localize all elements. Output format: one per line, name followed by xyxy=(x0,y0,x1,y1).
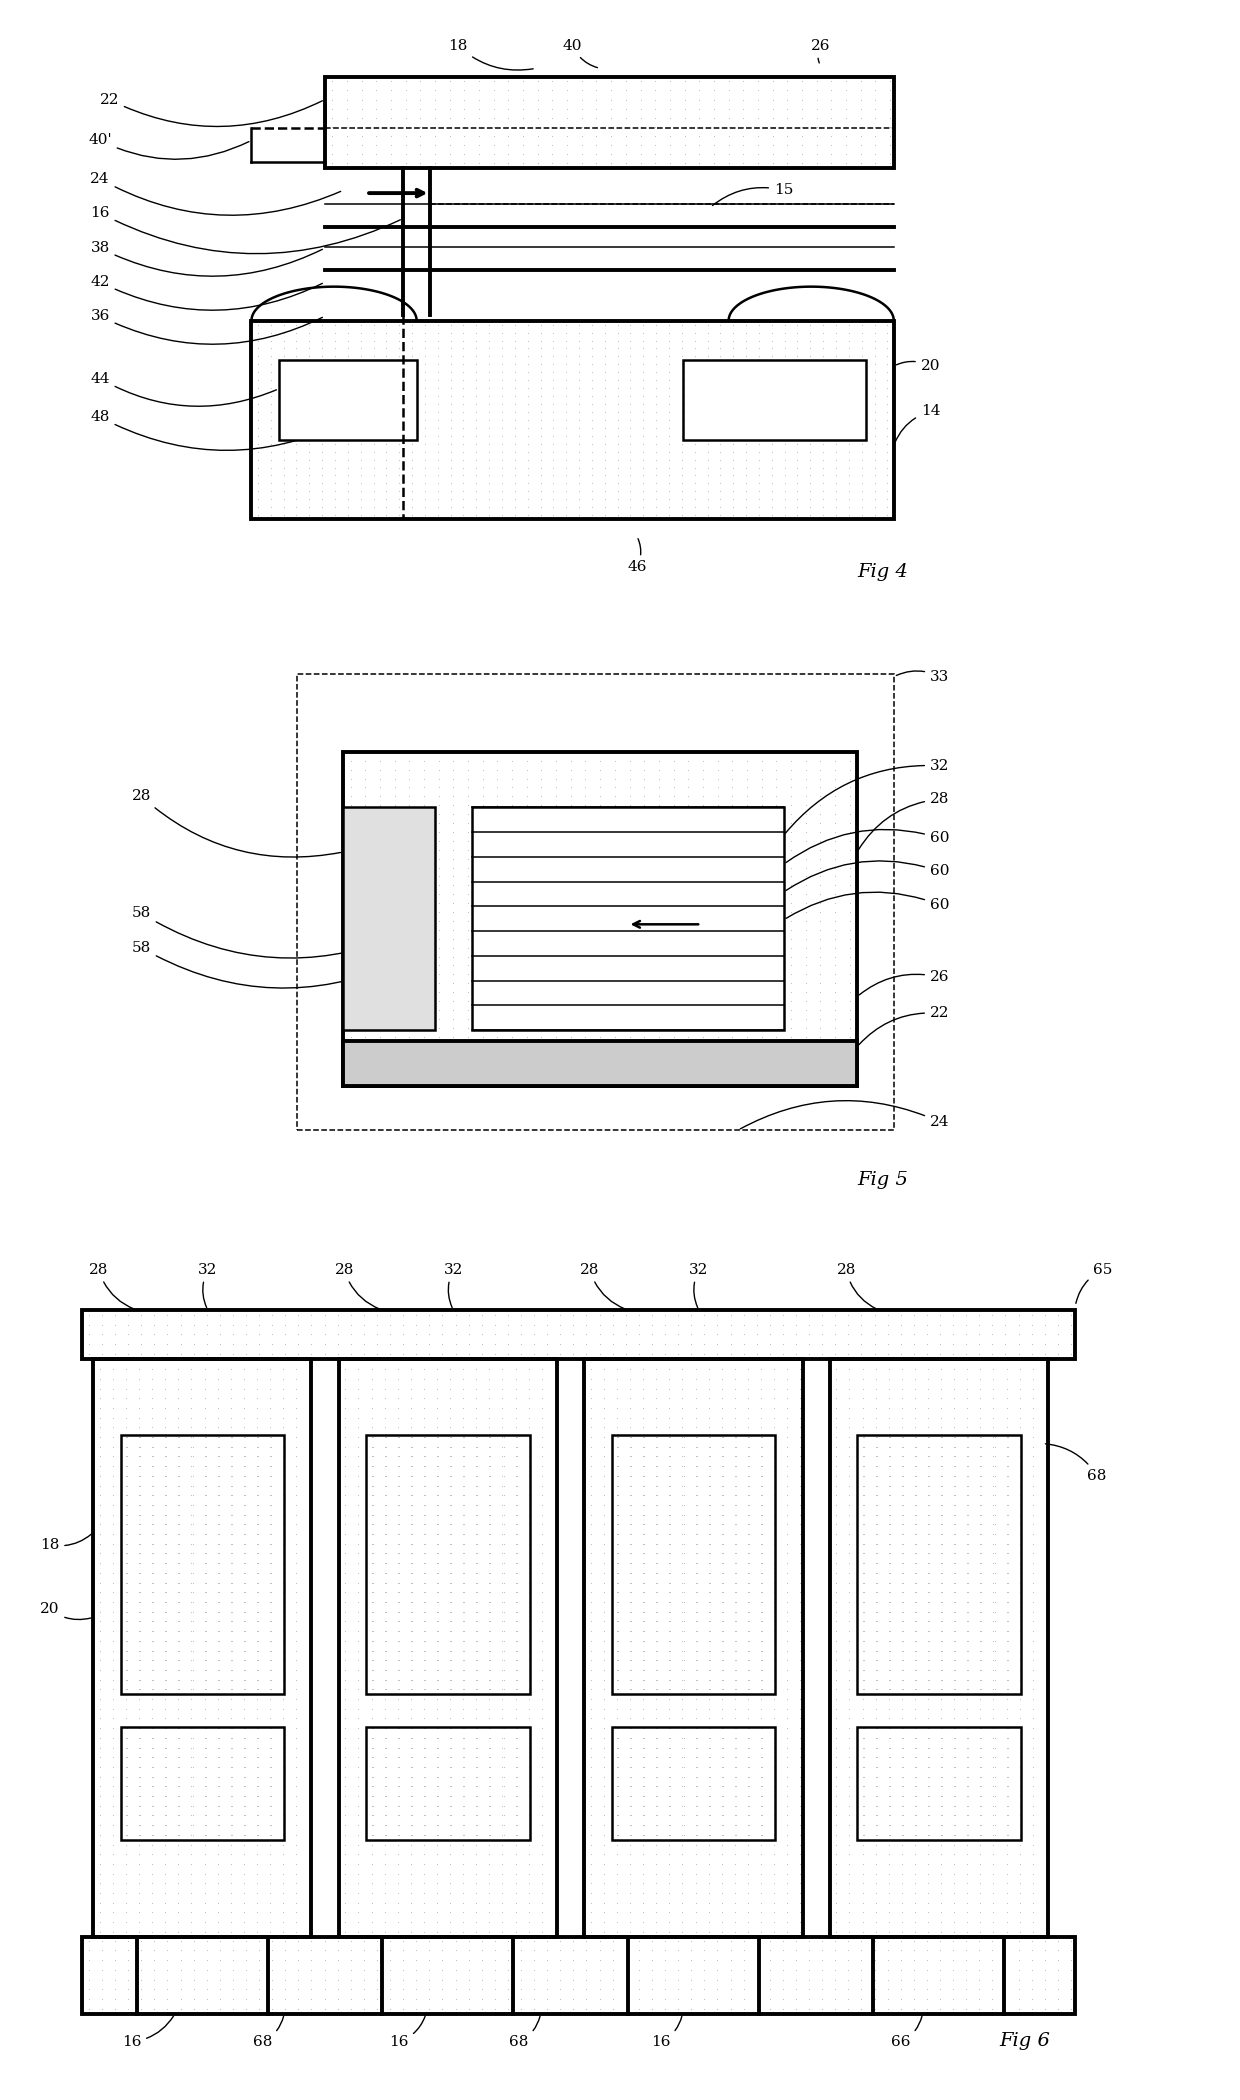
Text: 58: 58 xyxy=(131,907,396,958)
Text: 16: 16 xyxy=(122,2016,174,2050)
Text: 65: 65 xyxy=(1076,1262,1112,1304)
Text: 14: 14 xyxy=(895,405,940,443)
Text: 16: 16 xyxy=(389,2016,425,2050)
Text: 32: 32 xyxy=(198,1262,217,1308)
Text: 26: 26 xyxy=(859,970,950,995)
Text: Fig 4: Fig 4 xyxy=(857,563,908,582)
Text: 24: 24 xyxy=(91,172,341,214)
Text: 22: 22 xyxy=(859,1006,950,1044)
Text: 60: 60 xyxy=(786,892,950,918)
Text: 22: 22 xyxy=(99,92,322,126)
Text: 16: 16 xyxy=(91,206,401,254)
Text: Fig 6: Fig 6 xyxy=(999,2033,1050,2050)
Text: 24: 24 xyxy=(740,1100,950,1130)
Text: 20: 20 xyxy=(40,1602,91,1619)
Bar xyxy=(120,1436,284,1695)
Text: 15: 15 xyxy=(713,183,794,206)
Bar xyxy=(93,1359,311,1936)
Text: 33: 33 xyxy=(897,670,950,685)
Bar xyxy=(120,1726,284,1840)
Bar xyxy=(343,752,857,1086)
Text: 58: 58 xyxy=(131,941,396,989)
Bar xyxy=(857,1436,1021,1695)
Text: 48: 48 xyxy=(91,410,341,449)
Bar xyxy=(279,361,417,439)
Text: 32: 32 xyxy=(689,1262,708,1308)
Bar xyxy=(366,1436,529,1695)
Bar xyxy=(325,78,894,168)
Text: 40: 40 xyxy=(563,38,598,67)
Text: 68: 68 xyxy=(1045,1445,1107,1483)
Text: 44: 44 xyxy=(91,372,277,405)
Text: 28: 28 xyxy=(131,790,341,857)
Text: 18: 18 xyxy=(40,1535,92,1552)
Bar xyxy=(343,806,435,1029)
Text: 18: 18 xyxy=(448,38,533,69)
Text: 68: 68 xyxy=(253,2016,284,2050)
Bar xyxy=(830,1359,1048,1936)
Bar xyxy=(298,674,894,1130)
Text: 60: 60 xyxy=(786,861,950,890)
Text: 68: 68 xyxy=(510,2016,541,2050)
Bar xyxy=(82,1936,1075,2014)
Text: 36: 36 xyxy=(91,309,322,344)
Text: 26: 26 xyxy=(811,38,830,63)
Text: 28: 28 xyxy=(89,1262,134,1308)
Bar xyxy=(343,1042,857,1086)
Bar xyxy=(82,1310,1075,1359)
Text: 28: 28 xyxy=(837,1262,877,1308)
Text: 66: 66 xyxy=(892,2016,923,2050)
Bar xyxy=(471,806,784,1029)
Bar xyxy=(611,1436,775,1695)
Text: 32: 32 xyxy=(785,758,950,834)
Text: 16: 16 xyxy=(651,2016,682,2050)
Bar xyxy=(339,1359,557,1936)
Text: 42: 42 xyxy=(91,275,322,311)
Text: 46: 46 xyxy=(627,540,646,573)
Text: 28: 28 xyxy=(335,1262,379,1308)
Text: 38: 38 xyxy=(91,242,322,277)
Bar xyxy=(683,361,867,439)
Text: 28: 28 xyxy=(580,1262,625,1308)
Text: 40': 40' xyxy=(88,134,249,160)
Text: Fig 5: Fig 5 xyxy=(857,1170,908,1189)
Text: 60: 60 xyxy=(786,830,950,863)
Text: 28: 28 xyxy=(858,792,950,851)
Text: 20: 20 xyxy=(897,359,940,374)
Bar xyxy=(252,321,894,519)
Bar xyxy=(584,1359,802,1936)
Bar xyxy=(857,1726,1021,1840)
Bar xyxy=(611,1726,775,1840)
Bar xyxy=(366,1726,529,1840)
Text: 32: 32 xyxy=(444,1262,463,1308)
